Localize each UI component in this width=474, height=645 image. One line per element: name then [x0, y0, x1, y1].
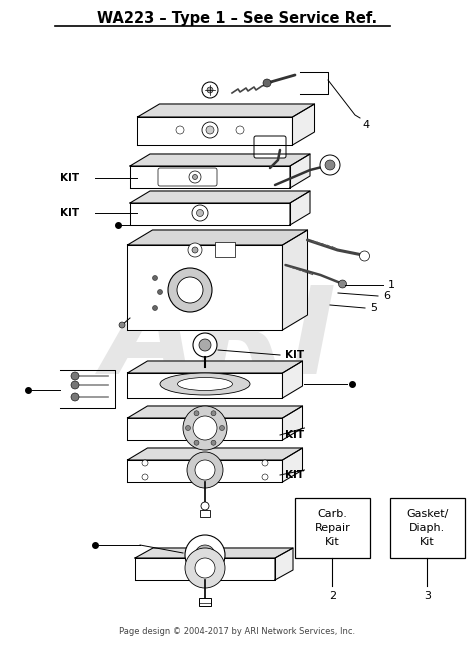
- Circle shape: [206, 126, 214, 134]
- Text: KIT: KIT: [60, 208, 79, 218]
- Text: KIT: KIT: [285, 430, 304, 440]
- Polygon shape: [137, 117, 292, 145]
- Circle shape: [199, 339, 211, 351]
- FancyBboxPatch shape: [254, 136, 286, 158]
- Circle shape: [320, 155, 340, 175]
- Text: 6: 6: [383, 291, 390, 301]
- Circle shape: [142, 460, 148, 466]
- Polygon shape: [292, 104, 315, 145]
- Circle shape: [185, 426, 191, 430]
- Circle shape: [192, 205, 208, 221]
- Circle shape: [193, 416, 217, 440]
- Polygon shape: [128, 361, 302, 373]
- Circle shape: [193, 333, 217, 357]
- Text: 2: 2: [329, 591, 336, 601]
- Polygon shape: [128, 245, 283, 330]
- Polygon shape: [128, 406, 302, 418]
- Circle shape: [188, 243, 202, 257]
- Circle shape: [263, 79, 271, 87]
- Ellipse shape: [177, 377, 233, 390]
- Polygon shape: [290, 191, 310, 225]
- Polygon shape: [130, 203, 290, 225]
- Polygon shape: [290, 154, 310, 188]
- Polygon shape: [283, 230, 308, 330]
- Circle shape: [219, 426, 225, 430]
- Polygon shape: [283, 448, 302, 482]
- Text: Page design © 2004-2017 by ARI Network Services, Inc.: Page design © 2004-2017 by ARI Network S…: [119, 628, 355, 637]
- Polygon shape: [128, 460, 283, 482]
- Circle shape: [183, 406, 227, 450]
- Polygon shape: [283, 406, 302, 440]
- Bar: [295, 498, 370, 558]
- Polygon shape: [128, 448, 302, 460]
- Circle shape: [197, 210, 203, 217]
- Text: 1: 1: [388, 280, 395, 290]
- Circle shape: [262, 474, 268, 480]
- Text: 5: 5: [370, 303, 377, 313]
- Circle shape: [206, 126, 214, 134]
- FancyBboxPatch shape: [200, 510, 210, 517]
- Polygon shape: [283, 361, 302, 398]
- Circle shape: [338, 280, 346, 288]
- Polygon shape: [128, 230, 308, 245]
- Circle shape: [194, 441, 199, 445]
- Polygon shape: [130, 154, 310, 166]
- FancyBboxPatch shape: [158, 168, 217, 186]
- Circle shape: [207, 87, 213, 93]
- Circle shape: [185, 548, 225, 588]
- Circle shape: [195, 460, 215, 480]
- Polygon shape: [128, 373, 283, 398]
- Circle shape: [195, 558, 215, 578]
- Ellipse shape: [160, 373, 250, 395]
- Circle shape: [211, 441, 216, 445]
- Text: Gasket/
Diaph.
Kit: Gasket/ Diaph. Kit: [406, 509, 449, 547]
- Text: KIT: KIT: [285, 350, 304, 360]
- Circle shape: [359, 251, 370, 261]
- Circle shape: [71, 372, 79, 380]
- Polygon shape: [130, 191, 310, 203]
- Circle shape: [236, 126, 244, 134]
- Text: KIT: KIT: [60, 173, 79, 183]
- Circle shape: [157, 290, 163, 295]
- Circle shape: [192, 175, 198, 179]
- Circle shape: [192, 247, 198, 253]
- Polygon shape: [137, 104, 315, 117]
- Text: ARI: ARI: [103, 281, 337, 399]
- FancyBboxPatch shape: [215, 242, 235, 257]
- Circle shape: [71, 381, 79, 389]
- Circle shape: [202, 82, 218, 98]
- Polygon shape: [128, 418, 283, 440]
- Circle shape: [194, 411, 199, 416]
- Circle shape: [211, 411, 216, 416]
- Polygon shape: [135, 548, 293, 558]
- Circle shape: [189, 171, 201, 183]
- Circle shape: [176, 126, 184, 134]
- Text: WA223 – Type 1 – See Service Ref.: WA223 – Type 1 – See Service Ref.: [97, 10, 377, 26]
- FancyBboxPatch shape: [199, 598, 211, 606]
- Polygon shape: [130, 166, 290, 188]
- Text: 3: 3: [424, 591, 431, 601]
- Polygon shape: [275, 548, 293, 580]
- Circle shape: [153, 275, 157, 281]
- Circle shape: [119, 322, 125, 328]
- Circle shape: [187, 452, 223, 488]
- Circle shape: [262, 460, 268, 466]
- Circle shape: [325, 160, 335, 170]
- Circle shape: [195, 545, 215, 565]
- Polygon shape: [135, 558, 275, 580]
- Circle shape: [185, 535, 225, 575]
- Text: 4: 4: [362, 120, 369, 130]
- Text: Carb.
Repair
Kit: Carb. Repair Kit: [315, 509, 350, 547]
- Text: KIT: KIT: [285, 470, 304, 480]
- Circle shape: [201, 502, 209, 510]
- Bar: [390, 498, 465, 558]
- Circle shape: [153, 306, 157, 310]
- Circle shape: [168, 268, 212, 312]
- Circle shape: [202, 122, 218, 138]
- Circle shape: [142, 474, 148, 480]
- Circle shape: [71, 393, 79, 401]
- Circle shape: [177, 277, 203, 303]
